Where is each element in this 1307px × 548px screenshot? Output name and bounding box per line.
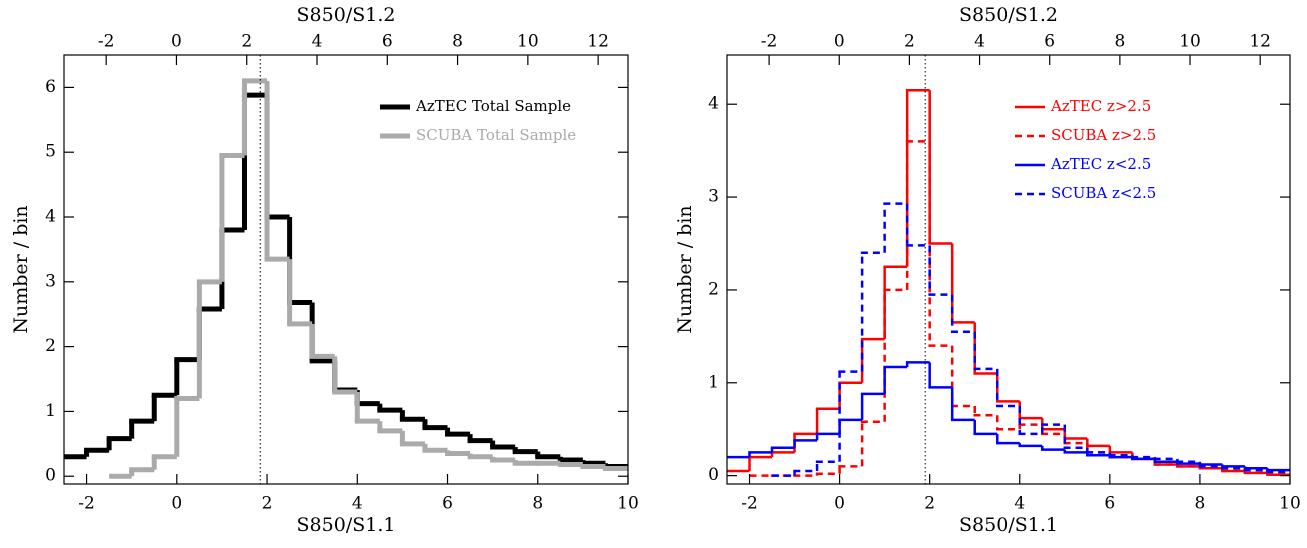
x-tick-label: 6 (1104, 494, 1115, 514)
y-tick-label: 1 (45, 401, 56, 421)
y-tick-label: 1 (708, 372, 719, 392)
x2-tick-label: 10 (517, 32, 539, 52)
x-tick-label: 8 (532, 494, 543, 514)
y-tick-label: 4 (45, 207, 56, 227)
y-tick-label: 3 (708, 187, 719, 207)
x-tick-label: -2 (78, 494, 95, 514)
x-tick-label: 0 (834, 494, 845, 514)
plot-area (64, 78, 628, 479)
legend-label: AzTEC z<2.5 (1050, 155, 1151, 173)
x-tick-label: 10 (1279, 494, 1301, 514)
x2-tick-label: 4 (312, 32, 323, 52)
x2-tick-label: 0 (171, 32, 182, 52)
x2-tick-label: 12 (1249, 32, 1271, 52)
x-tick-label: 6 (442, 494, 453, 514)
x2-tick-label: 2 (904, 32, 915, 52)
legend-label: AzTEC Total Sample (415, 97, 571, 115)
x2-tick-label: 8 (452, 32, 463, 52)
x2-tick-label: 2 (241, 32, 252, 52)
y-axis-title: Number / bin (674, 205, 696, 333)
plot-area (727, 89, 1290, 477)
y-tick-label: 2 (45, 336, 56, 356)
x-tick-label: 2 (262, 494, 273, 514)
x2-tick-label: -2 (761, 32, 778, 52)
plot-frame (63, 54, 629, 485)
x-tick-label: -2 (741, 494, 758, 514)
x2-tick-label: 4 (974, 32, 985, 52)
y-axis-title: Number / bin (10, 205, 32, 333)
legend-label: SCUBA Total Sample (416, 126, 576, 144)
x-axis-title: S850/S1.1 (959, 514, 1058, 536)
x2-tick-label: 0 (834, 32, 845, 52)
x2-tick-label: 10 (1179, 32, 1201, 52)
x2-axis-title: S850/S1.2 (297, 4, 396, 26)
x-tick-label: 8 (1195, 494, 1206, 514)
x-tick-label: 4 (1014, 494, 1025, 514)
y-tick-label: 5 (45, 142, 56, 162)
x-tick-label: 4 (352, 494, 363, 514)
x-tick-label: 0 (171, 494, 182, 514)
x-tick-label: 2 (924, 494, 935, 514)
x2-tick-label: 12 (587, 32, 609, 52)
y-tick-label: 2 (708, 279, 719, 299)
y-tick-label: 0 (45, 466, 56, 486)
x2-tick-label: 8 (1114, 32, 1125, 52)
legend-label: SCUBA z<2.5 (1051, 184, 1156, 202)
plot-frame (726, 54, 1291, 485)
y-tick-label: 4 (708, 94, 719, 114)
x2-tick-label: 6 (1044, 32, 1055, 52)
legend-label: AzTEC z>2.5 (1050, 97, 1151, 115)
x2-tick-label: 6 (382, 32, 393, 52)
y-tick-label: 3 (45, 271, 56, 291)
x2-tick-label: -2 (98, 32, 115, 52)
x-axis-title: S850/S1.1 (297, 514, 396, 536)
x-tick-label: 10 (617, 494, 639, 514)
x2-axis-title: S850/S1.2 (959, 4, 1058, 26)
y-tick-label: 6 (45, 77, 56, 97)
legend-label: SCUBA z>2.5 (1051, 126, 1156, 144)
y-tick-label: 0 (708, 465, 719, 485)
